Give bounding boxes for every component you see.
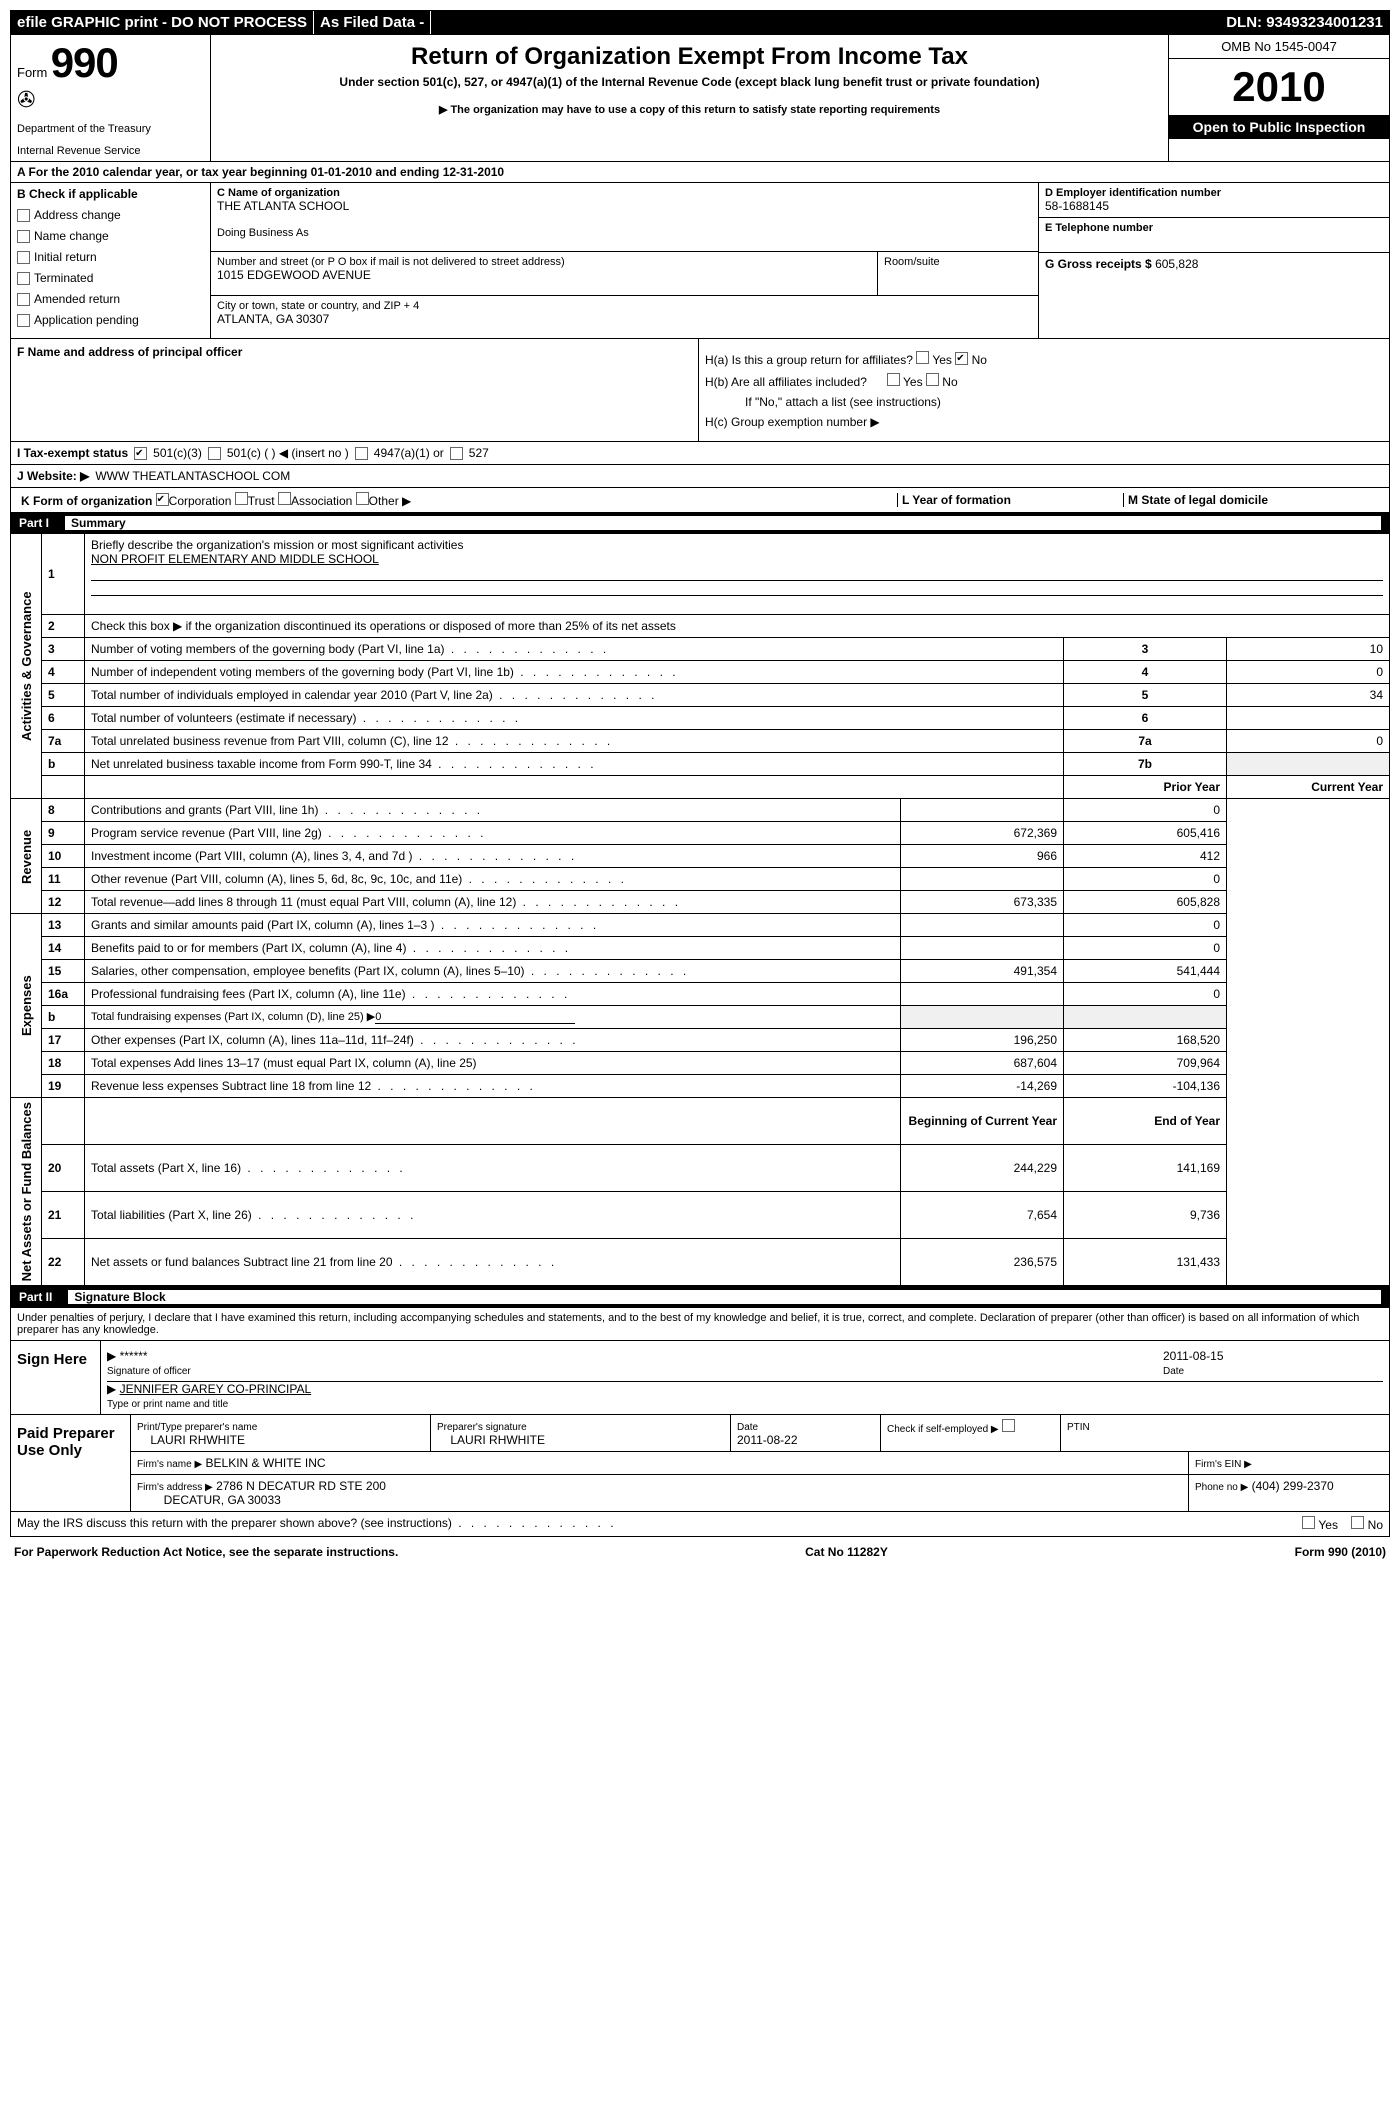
section-b: B Check if applicable Address change Nam…	[10, 183, 1390, 338]
dept-irs: Internal Revenue Service	[17, 145, 204, 157]
side-expenses: Expenses	[11, 914, 42, 1098]
dln: DLN: 93493234001231	[1220, 11, 1389, 34]
side-netassets: Net Assets or Fund Balances	[11, 1098, 42, 1286]
chk-trust[interactable]	[235, 492, 248, 505]
asfiled-label: As Filed Data -	[314, 11, 431, 34]
street-cell: Number and street (or P O box if mail is…	[211, 252, 1038, 295]
h-questions: H(a) Is this a group return for affiliat…	[699, 339, 1389, 441]
officer-name: JENNIFER GAREY CO-PRINCIPAL	[120, 1382, 312, 1396]
city: ATLANTA, GA 30307	[217, 312, 1032, 326]
ha-yes[interactable]	[916, 351, 929, 364]
row-i: I Tax-exempt status 501(c)(3) 501(c) ( )…	[10, 441, 1390, 464]
perjury-statement: Under penalties of perjury, I declare th…	[10, 1307, 1390, 1341]
org-name-cell: C Name of organization THE ATLANTA SCHOO…	[211, 183, 1038, 252]
chk-4947[interactable]	[355, 447, 368, 460]
room-label: Room/suite	[884, 256, 1032, 268]
cat-no: Cat No 11282Y	[805, 1545, 888, 1559]
side-governance: Activities & Governance	[11, 534, 42, 799]
chk-name-change[interactable]: Name change	[17, 229, 204, 243]
hb-note: If "No," attach a list (see instructions…	[705, 395, 1383, 409]
col-c-org: C Name of organization THE ATLANTA SCHOO…	[211, 183, 1039, 338]
section-f-h: F Name and address of principal officer …	[10, 338, 1390, 441]
header-center: Return of Organization Exempt From Incom…	[211, 35, 1169, 161]
discuss-row: May the IRS discuss this return with the…	[10, 1512, 1390, 1537]
paid-preparer: Paid Preparer Use Only Print/Type prepar…	[10, 1415, 1390, 1512]
preparer-name: LAURI RHWHITE	[150, 1433, 245, 1447]
chk-amended[interactable]: Amended return	[17, 292, 204, 306]
efile-label: efile GRAPHIC print - DO NOT PROCESS	[11, 11, 314, 34]
form-subtitle: Under section 501(c), 527, or 4947(a)(1)…	[221, 75, 1158, 89]
chk-self-employed[interactable]	[1002, 1419, 1015, 1432]
street: 1015 EDGEWOOD AVENUE	[217, 268, 871, 282]
hb-no[interactable]	[926, 373, 939, 386]
form-number: 990	[51, 39, 118, 86]
sign-here: Sign Here ▶ ******Signature of officer 2…	[10, 1341, 1390, 1415]
website: WWW THEATLANTASCHOOL COM	[95, 469, 290, 483]
col-b-checkboxes: B Check if applicable Address change Nam…	[11, 183, 211, 338]
row-a: A For the 2010 calendar year, or tax yea…	[10, 162, 1390, 183]
row-k: K Form of organization Corporation Trust…	[10, 487, 1390, 512]
col-d-right: D Employer identification number 58-1688…	[1039, 183, 1389, 338]
form-title: Return of Organization Exempt From Incom…	[221, 43, 1158, 71]
row-j: J Website: ▶ WWW THEATLANTASCHOOL COM	[10, 464, 1390, 487]
sig-date: 2011-08-15	[1163, 1349, 1224, 1363]
summary-table: Activities & Governance 1 Briefly descri…	[10, 533, 1390, 1286]
firm-phone: (404) 299-2370	[1252, 1479, 1334, 1493]
form-ref: Form 990 (2010)	[1295, 1545, 1386, 1559]
firm-name: BELKIN & WHITE INC	[206, 1456, 326, 1470]
chk-address-change[interactable]: Address change	[17, 208, 204, 222]
copy-note: ▶ The organization may have to use a cop…	[221, 103, 1158, 116]
mission: NON PROFIT ELEMENTARY AND MIDDLE SCHOOL	[91, 552, 379, 566]
org-name: THE ATLANTA SCHOOL	[217, 199, 1032, 213]
city-cell: City or town, state or country, and ZIP …	[211, 296, 1038, 338]
discuss-yes[interactable]	[1302, 1516, 1315, 1529]
ptin-label: PTIN	[1067, 1422, 1090, 1433]
dept-treasury: Department of the Treasury	[17, 123, 204, 135]
header-right: OMB No 1545-0047 2010 Open to Public Ins…	[1169, 35, 1389, 161]
hb-row: H(b) Are all affiliates included? Yes No	[705, 373, 1383, 389]
header-left: Form 990 ✇ Department of the Treasury In…	[11, 35, 211, 161]
discuss-no[interactable]	[1351, 1516, 1364, 1529]
part-ii-header: Part II Signature Block	[10, 1286, 1390, 1307]
tax-year: 2010	[1169, 59, 1389, 115]
chk-501c[interactable]	[208, 447, 221, 460]
b-label: B Check if applicable	[17, 187, 204, 201]
top-bar: efile GRAPHIC print - DO NOT PROCESS As …	[10, 10, 1390, 35]
ha-row: H(a) Is this a group return for affiliat…	[705, 351, 1383, 367]
form-label: Form	[17, 65, 47, 80]
sig-stars: ******	[120, 1349, 148, 1363]
chk-terminated[interactable]: Terminated	[17, 271, 204, 285]
hb-yes[interactable]	[887, 373, 900, 386]
chk-assoc[interactable]	[278, 492, 291, 505]
ha-no[interactable]	[955, 352, 968, 365]
ein-cell: D Employer identification number 58-1688…	[1039, 183, 1389, 218]
gross-cell: G Gross receipts $ 605,828	[1039, 253, 1389, 275]
chk-corp[interactable]	[156, 493, 169, 506]
year-formation: L Year of formation	[897, 493, 1117, 507]
ein: 58-1688145	[1045, 199, 1383, 213]
chk-app-pending[interactable]: Application pending	[17, 313, 204, 327]
chk-527[interactable]	[450, 447, 463, 460]
preparer-sig: LAURI RHWHITE	[450, 1433, 545, 1447]
preparer-date: 2011-08-22	[737, 1433, 798, 1447]
f-officer: F Name and address of principal officer	[11, 339, 699, 441]
chk-initial-return[interactable]: Initial return	[17, 250, 204, 264]
chk-other[interactable]	[356, 492, 369, 505]
open-inspection: Open to Public Inspection	[1169, 115, 1389, 139]
page-footer: For Paperwork Reduction Act Notice, see …	[10, 1537, 1390, 1567]
firm-ein-label: Firm's EIN ▶	[1195, 1459, 1252, 1470]
paperwork-notice: For Paperwork Reduction Act Notice, see …	[14, 1545, 398, 1559]
gross-receipts: 605,828	[1155, 257, 1198, 271]
firm-addr: 2786 N DECATUR RD STE 200	[216, 1479, 386, 1493]
form-header: Form 990 ✇ Department of the Treasury In…	[10, 35, 1390, 162]
omb-number: OMB No 1545-0047	[1169, 35, 1389, 59]
side-revenue: Revenue	[11, 799, 42, 914]
state-domicile: M State of legal domicile	[1123, 493, 1383, 507]
phone-cell: E Telephone number	[1039, 218, 1389, 253]
part-i-header: Part I Summary	[10, 512, 1390, 533]
chk-501c3[interactable]	[134, 447, 147, 460]
hc-row: H(c) Group exemption number ▶	[705, 415, 1383, 429]
